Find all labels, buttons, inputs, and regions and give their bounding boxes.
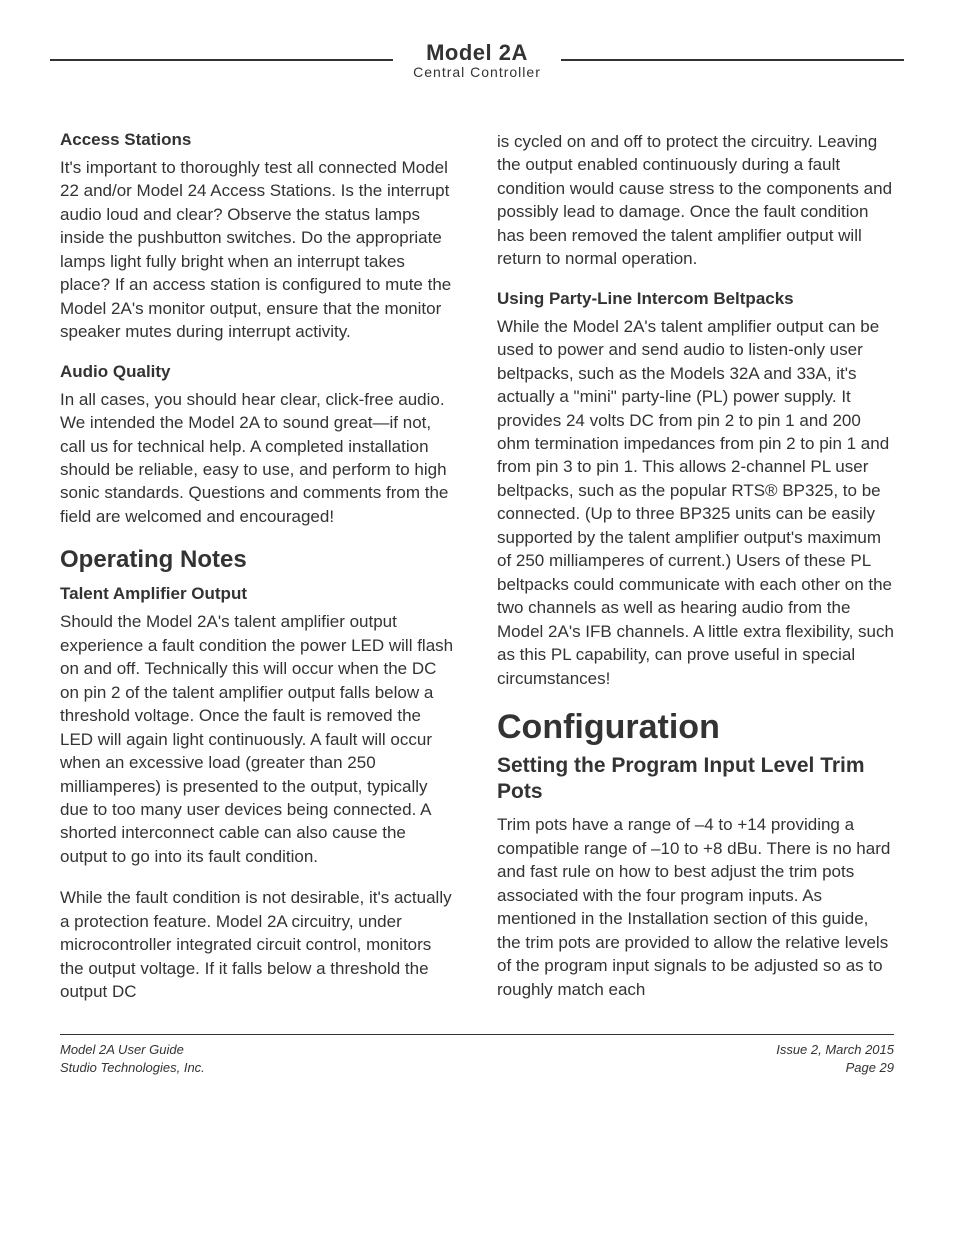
header-model: Model 2A (413, 40, 541, 66)
header-subtitle: Central Controller (413, 64, 541, 80)
header-rule-left (50, 59, 393, 61)
footer-guide-title: Model 2A User Guide (60, 1041, 205, 1059)
page-footer: Model 2A User Guide Studio Technologies,… (60, 1034, 894, 1077)
section-title-operating-notes: Operating Notes (60, 546, 457, 574)
paragraph: While the fault condition is not desirab… (60, 886, 457, 1003)
footer-issue-date: Issue 2, March 2015 (776, 1041, 894, 1059)
paragraph: In all cases, you should hear clear, cli… (60, 388, 457, 529)
right-column: is cycled on and off to protect the circ… (497, 130, 894, 1004)
subheading-talent-amplifier: Talent Amplifier Output (60, 584, 457, 604)
footer-page-number: Page 29 (776, 1059, 894, 1077)
section-title-configuration: Configuration (497, 708, 894, 747)
paragraph: Trim pots have a range of –4 to +14 prov… (497, 813, 894, 1001)
subheading-audio-quality: Audio Quality (60, 362, 457, 382)
content-columns: Access Stations It's important to thorou… (0, 130, 954, 1004)
left-column: Access Stations It's important to thorou… (60, 130, 457, 1004)
paragraph: It's important to thoroughly test all co… (60, 156, 457, 344)
subheading-party-line: Using Party-Line Intercom Beltpacks (497, 289, 894, 309)
header-rule-right (561, 59, 904, 61)
paragraph: While the Model 2A's talent amplifier ou… (497, 315, 894, 690)
page-header: Model 2A Central Controller (50, 40, 904, 80)
footer-company: Studio Technologies, Inc. (60, 1059, 205, 1077)
header-title-group: Model 2A Central Controller (413, 40, 541, 80)
paragraph: Should the Model 2A's talent amplifier o… (60, 610, 457, 868)
subsection-title-trim-pots: Setting the Program Input Level Trim Pot… (497, 753, 894, 806)
paragraph-continuation: is cycled on and off to protect the circ… (497, 130, 894, 271)
subheading-access-stations: Access Stations (60, 130, 457, 150)
footer-right: Issue 2, March 2015 Page 29 (776, 1041, 894, 1077)
footer-left: Model 2A User Guide Studio Technologies,… (60, 1041, 205, 1077)
